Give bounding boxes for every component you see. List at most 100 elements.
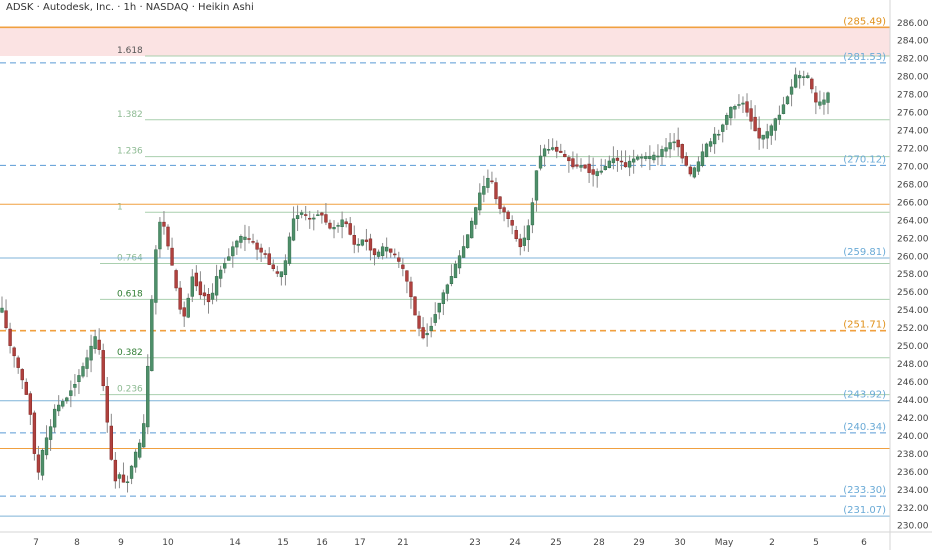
candle-up: [644, 156, 648, 159]
candle-down: [591, 169, 595, 175]
time-tick-label: 24: [509, 538, 521, 548]
candle-up: [235, 240, 239, 248]
price-level-label: (243.92): [843, 390, 886, 401]
candle-up: [461, 246, 466, 258]
candle-up: [380, 246, 385, 257]
candle-up: [425, 333, 429, 336]
price-level-label: (259.81): [843, 247, 886, 258]
candle-up: [40, 449, 45, 476]
candle-up: [777, 114, 782, 120]
candle-down: [389, 248, 393, 253]
candle-down: [121, 474, 126, 483]
candle-up: [186, 297, 190, 318]
time-tick-label: 9: [118, 538, 124, 548]
candle-up: [627, 160, 632, 168]
chart-title: ADSK · Autodesk, Inc. · 1h · NASDAQ · He…: [6, 2, 254, 13]
candle-down: [20, 369, 24, 381]
candle-down: [166, 226, 170, 247]
candle-down: [348, 223, 352, 235]
candle-down: [174, 270, 178, 289]
candle-up: [712, 133, 717, 145]
price-axis: 230.00 232.00 234.00 236.00 238.00 240.00 242.…: [889, 0, 929, 550]
candle-down: [182, 307, 186, 317]
candle-up: [741, 102, 745, 105]
candle-down: [308, 217, 312, 220]
candle-up: [223, 263, 227, 269]
candle-up: [129, 465, 134, 479]
price-tick-label: 282.00: [897, 55, 929, 65]
candle-down: [202, 292, 207, 297]
candle-up: [89, 345, 93, 361]
time-tick-label: 28: [593, 538, 605, 548]
candle-down: [615, 157, 620, 161]
candle-down: [563, 153, 567, 158]
candle-up: [546, 149, 551, 151]
candle-up: [826, 92, 830, 103]
candle-down: [32, 412, 37, 454]
candle-down: [352, 235, 356, 245]
time-tick-label: 21: [397, 538, 408, 548]
candle-up: [384, 246, 389, 252]
candle-up: [579, 165, 583, 168]
candle-down: [397, 257, 401, 262]
candle-up: [717, 133, 721, 136]
price-tick-label: 230.00: [897, 522, 929, 532]
candle-down: [514, 230, 518, 239]
price-tick-label: 246.00: [897, 378, 929, 388]
price-tick-label: 252.00: [897, 324, 929, 334]
candle-up: [190, 276, 194, 297]
price-tick-label: 260.00: [897, 252, 929, 262]
time-axis: 7 8 9 10 14 15 16 17 21 23 24 25 28 29 30 May 2 5 6: [0, 531, 932, 548]
candle-down: [344, 221, 348, 225]
candle-up: [595, 171, 599, 177]
candle-down: [109, 425, 113, 460]
candle-down: [194, 272, 199, 287]
candle-up: [57, 404, 61, 412]
candle-down: [328, 222, 332, 229]
candle-up: [538, 155, 543, 169]
candle-down: [271, 264, 275, 269]
candle-down: [494, 182, 498, 200]
candle-down: [364, 239, 369, 242]
time-tick-label: 16: [316, 538, 328, 548]
candle-up: [146, 365, 150, 428]
candle-up: [761, 134, 765, 140]
price-tick-label: 242.00: [897, 414, 929, 424]
time-tick-label: 5: [813, 538, 819, 548]
candle-down: [518, 238, 522, 248]
candle-up: [660, 149, 664, 157]
candle-down: [506, 211, 510, 219]
candle-up: [482, 186, 486, 195]
time-tick-label: 8: [74, 538, 80, 548]
candle-up: [73, 384, 77, 388]
candle-up: [486, 177, 490, 188]
candle-up: [652, 154, 656, 161]
time-tick-label: May: [715, 538, 734, 548]
price-level-label: (270.12): [843, 154, 886, 165]
candle-up: [231, 246, 235, 257]
candle-up: [0, 307, 4, 313]
candle-up: [316, 214, 320, 216]
candle-down: [401, 264, 405, 269]
candle-down: [24, 381, 28, 395]
candle-up: [93, 336, 97, 349]
time-tick-label: 30: [674, 538, 686, 548]
candle-up: [721, 124, 725, 132]
candle-up: [465, 234, 470, 248]
price-tick-label: 248.00: [897, 360, 929, 370]
candle-down: [555, 146, 559, 152]
candle-up: [478, 192, 482, 211]
price-tick-label: 254.00: [897, 306, 929, 316]
candle-up: [445, 284, 450, 294]
candle-down: [97, 339, 101, 350]
candle-up: [550, 147, 555, 150]
price-level-label: (251.71): [843, 320, 886, 331]
candle-up: [696, 161, 701, 172]
price-tick-label: 264.00: [897, 216, 929, 226]
candle-down: [28, 393, 33, 415]
time-tick-label: 23: [469, 538, 480, 548]
time-tick-label: 25: [550, 538, 561, 548]
